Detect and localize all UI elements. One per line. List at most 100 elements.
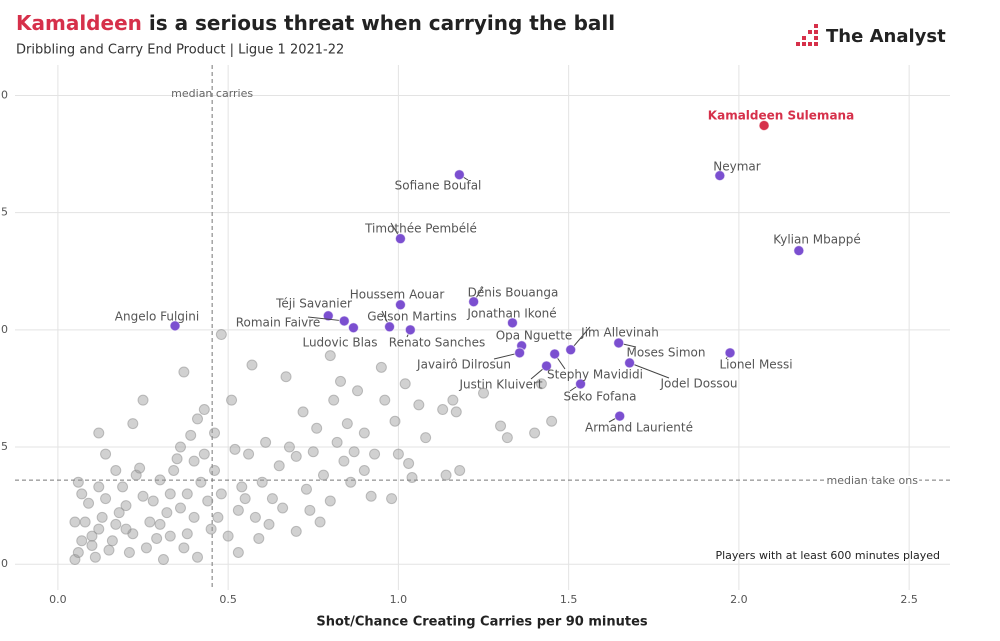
point — [226, 394, 238, 406]
x-tick-label: 1.0 — [390, 593, 408, 606]
point — [246, 359, 258, 371]
point — [358, 464, 370, 476]
x-tick-label: 0.5 — [219, 593, 237, 606]
point — [260, 436, 272, 448]
point-label: Téji Savanier — [275, 297, 352, 311]
point — [232, 504, 244, 516]
point — [440, 469, 452, 481]
point — [307, 446, 319, 458]
point — [338, 315, 350, 327]
point — [273, 460, 285, 472]
point — [185, 429, 197, 441]
point — [283, 441, 295, 453]
point-label: Gelson Martins — [367, 310, 457, 324]
point — [256, 476, 268, 488]
point-label: Justin Kluivert — [458, 378, 542, 392]
point — [420, 432, 432, 444]
logo-text: The Analyst — [826, 26, 946, 47]
point — [120, 500, 132, 512]
point — [192, 551, 204, 563]
point — [311, 422, 323, 434]
point-label: Dénis Bouanga — [468, 286, 559, 300]
point — [314, 516, 326, 528]
point — [93, 523, 105, 535]
point — [322, 310, 334, 322]
point — [614, 410, 626, 422]
point — [134, 462, 146, 474]
point — [450, 406, 462, 418]
point — [546, 415, 558, 427]
point — [529, 427, 541, 439]
point — [144, 516, 156, 528]
point — [389, 415, 401, 427]
point — [79, 516, 91, 528]
point — [506, 317, 518, 329]
point — [72, 476, 84, 488]
point — [565, 344, 577, 356]
point — [541, 360, 553, 372]
x-tick-label: 2.5 — [900, 593, 918, 606]
point — [437, 404, 449, 416]
point-label: Armand Laurienté — [585, 421, 693, 435]
point-label: Ludovic Blas — [302, 336, 377, 350]
point — [195, 476, 207, 488]
point — [110, 464, 122, 476]
point — [103, 544, 115, 556]
point — [328, 394, 340, 406]
y-tick-label: 0.5 — [0, 440, 8, 453]
point-label: Opa Nguette — [496, 329, 573, 343]
point — [501, 432, 513, 444]
point — [758, 119, 770, 131]
point — [151, 532, 163, 544]
point — [341, 418, 353, 430]
point — [297, 406, 309, 418]
logo-icon — [796, 24, 818, 46]
point — [714, 170, 726, 182]
point — [96, 511, 108, 523]
point — [514, 347, 526, 359]
point — [205, 523, 217, 535]
point — [188, 511, 200, 523]
point — [106, 535, 118, 547]
point — [198, 448, 210, 460]
point-label: Houssem Aouar — [350, 288, 445, 302]
point — [549, 348, 561, 360]
point — [212, 511, 224, 523]
point — [386, 493, 398, 505]
x-tick-label: 0.0 — [49, 593, 67, 606]
point — [161, 507, 173, 519]
point — [394, 233, 406, 245]
point — [229, 443, 241, 455]
point — [171, 453, 183, 465]
point — [347, 322, 359, 334]
point — [384, 321, 396, 333]
point — [127, 418, 139, 430]
y-tick-label: 2.0 — [0, 88, 8, 101]
point — [181, 528, 193, 540]
point — [404, 324, 416, 336]
point — [331, 436, 343, 448]
point — [76, 488, 88, 500]
point — [613, 337, 625, 349]
point — [140, 542, 152, 554]
y-tick-label: 0.0 — [0, 557, 8, 570]
point — [413, 399, 425, 411]
point — [454, 464, 466, 476]
point — [324, 495, 336, 507]
leader-line — [629, 362, 670, 379]
point-label: Timothée Pembélé — [364, 222, 477, 236]
point — [89, 551, 101, 563]
point — [93, 427, 105, 439]
point — [120, 523, 132, 535]
point — [110, 518, 122, 530]
point — [164, 488, 176, 500]
median-x-label: median carries — [171, 87, 253, 100]
point — [100, 493, 112, 505]
point — [290, 450, 302, 462]
point — [169, 320, 181, 332]
point — [317, 469, 329, 481]
point — [392, 448, 404, 460]
point-label: Moses Simon — [627, 346, 706, 360]
point — [198, 404, 210, 416]
plot-area: 0.0 0.5 1.0 1.5 2.0 2.5 0.0 0.5 1.0 1.5 2.0 median … — [0, 65, 950, 606]
